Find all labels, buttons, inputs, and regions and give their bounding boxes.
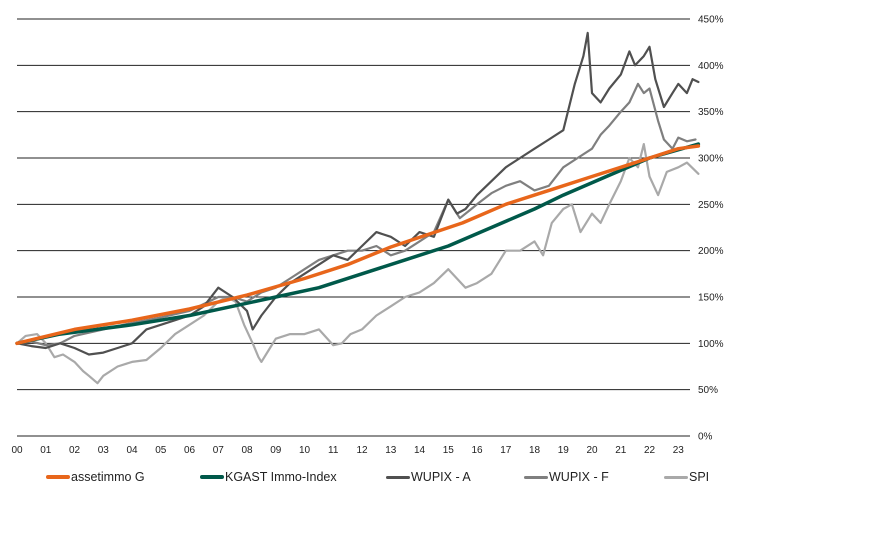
x-tick-label: 23 — [673, 445, 685, 456]
legend-item-spi: SPI — [664, 470, 709, 484]
legend-label: assetimmo G — [71, 470, 145, 484]
legend-label: SPI — [689, 470, 710, 484]
legend-swatch — [524, 475, 548, 479]
y-tick-label: 250% — [698, 200, 724, 211]
series-line-spi — [15, 143, 700, 385]
y-tick-label: 200% — [698, 246, 724, 257]
x-tick-label: 06 — [184, 445, 196, 456]
grid-lines — [17, 18, 690, 437]
y-tick-label: 450% — [698, 15, 724, 26]
x-tick-label: 15 — [443, 445, 455, 456]
legend: assetimmo G KGAST Immo-Index WUPIX - A W… — [0, 470, 872, 490]
legend-swatch — [46, 475, 70, 479]
legend-item-assetimmo: assetimmo G — [46, 470, 145, 484]
series-line-kgast-immo-index — [15, 142, 701, 346]
legend-swatch — [200, 475, 224, 479]
y-tick-label: 150% — [698, 293, 724, 304]
x-tick-label: 17 — [500, 445, 512, 456]
legend-item-wupix-a: WUPIX - A — [386, 470, 471, 484]
legend-swatch — [664, 475, 688, 479]
legend-label: KGAST Immo-Index — [225, 470, 337, 484]
legend-label: WUPIX - A — [411, 470, 471, 484]
x-axis-labels: 00 01 02 03 04 05 06 07 08 09 10 11 12 13 14 15 16 17 18 19… — [11, 445, 684, 456]
y-axis-labels: 0% 50% 100% 150% 200% 250% 300% 350% 400% 450% — [698, 15, 724, 443]
x-tick-label: 13 — [385, 445, 397, 456]
x-tick-label: 10 — [299, 445, 311, 456]
x-tick-label: 00 — [11, 445, 23, 456]
x-tick-label: 16 — [471, 445, 483, 456]
legend-swatch — [386, 475, 410, 479]
y-tick-label: 300% — [698, 154, 724, 165]
x-tick-label: 14 — [414, 445, 426, 456]
x-tick-label: 05 — [155, 445, 167, 456]
x-tick-label: 22 — [644, 445, 656, 456]
x-tick-label: 12 — [356, 445, 368, 456]
y-tick-label: 350% — [698, 107, 724, 118]
x-tick-label: 08 — [241, 445, 253, 456]
x-tick-label: 04 — [126, 445, 138, 456]
series-line-assetimmo-g — [15, 144, 701, 346]
y-tick-label: 50% — [698, 385, 718, 396]
y-tick-label: 0% — [698, 432, 713, 443]
x-tick-label: 09 — [270, 445, 282, 456]
y-tick-label: 400% — [698, 61, 724, 72]
x-tick-label: 11 — [328, 445, 339, 456]
series-line-wupix-a — [15, 31, 700, 356]
legend-item-kgast: KGAST Immo-Index — [200, 470, 337, 484]
x-tick-label: 20 — [586, 445, 598, 456]
x-tick-label: 19 — [558, 445, 570, 456]
y-tick-label: 100% — [698, 339, 724, 350]
series-lines — [15, 31, 701, 385]
legend-label: WUPIX - F — [549, 470, 609, 484]
x-tick-label: 02 — [69, 445, 81, 456]
legend-item-wupix-f: WUPIX - F — [524, 470, 609, 484]
x-tick-label: 18 — [529, 445, 541, 456]
x-tick-label: 03 — [98, 445, 110, 456]
x-tick-label: 01 — [40, 445, 52, 456]
x-tick-label: 07 — [213, 445, 225, 456]
x-tick-label: 21 — [615, 445, 627, 456]
